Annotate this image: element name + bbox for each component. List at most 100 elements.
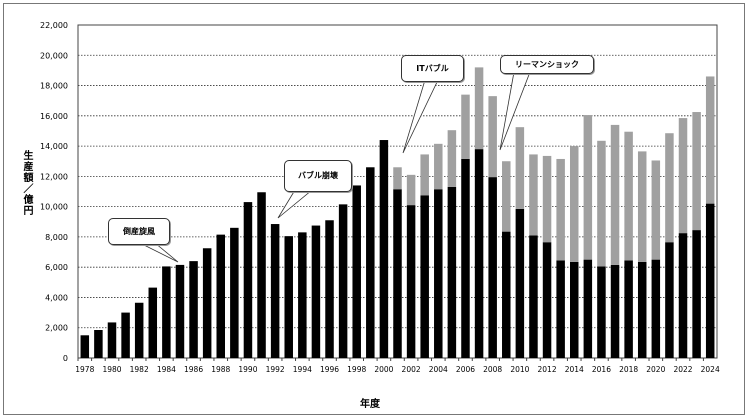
bar-black-2023 xyxy=(692,230,701,358)
bar-black-1988 xyxy=(216,234,226,358)
y-tick-label: 8,000 xyxy=(45,233,68,242)
bar-gray-2016 xyxy=(597,140,606,267)
x-tick-label: 1986 xyxy=(184,365,203,374)
bar-gray-2020 xyxy=(651,160,661,260)
x-tick-label: 1988 xyxy=(211,365,230,374)
bar-black-2017 xyxy=(610,264,620,358)
bar-black-1994 xyxy=(298,232,307,358)
bar-black-2004 xyxy=(434,189,443,358)
callout-pointer xyxy=(499,71,531,151)
y-tick-label: 0 xyxy=(63,354,68,363)
x-tick-label: 2014 xyxy=(565,365,584,374)
bar-black-2012 xyxy=(542,242,552,358)
bar-gray-2022 xyxy=(678,118,688,234)
bar-black-1980 xyxy=(107,322,117,358)
chart-frame xyxy=(3,3,745,415)
bar-black-2019 xyxy=(637,261,647,358)
bar-black-1978 xyxy=(80,335,90,358)
x-tick-label: 2002 xyxy=(402,365,421,374)
bar-black-2003 xyxy=(420,195,429,358)
y-tick-label: 22,000 xyxy=(40,21,68,30)
x-tick-label: 1992 xyxy=(266,365,285,374)
bar-gray-2014 xyxy=(569,146,579,262)
x-tick-label: 1994 xyxy=(293,365,312,374)
x-tick-label: 2022 xyxy=(673,365,692,374)
bar-gray-2004 xyxy=(434,143,443,190)
y-tick-label: 10,000 xyxy=(40,203,68,212)
callout-1992: バブル崩壊 xyxy=(284,160,352,192)
bar-gray-2007 xyxy=(474,67,484,150)
x-tick-label: 2008 xyxy=(483,365,502,374)
bar-black-2006 xyxy=(461,158,470,358)
bar-black-1997 xyxy=(338,204,348,358)
x-tick-label: 2012 xyxy=(538,365,557,374)
y-tick-label: 14,000 xyxy=(40,142,68,151)
x-tick-label: 2024 xyxy=(701,365,720,374)
y-tick-label: 18,000 xyxy=(40,82,68,91)
bar-gray-2024 xyxy=(705,76,715,204)
x-tick-label: 1998 xyxy=(347,365,366,374)
bar-black-2022 xyxy=(678,233,688,358)
bar-black-2002 xyxy=(406,205,416,358)
x-tick-label: 1984 xyxy=(157,365,176,374)
bar-black-1985 xyxy=(175,264,185,358)
y-tick-label: 12,000 xyxy=(40,172,68,181)
x-tick-label: 2004 xyxy=(429,365,448,374)
bar-black-1982 xyxy=(134,302,144,358)
bar-black-2008 xyxy=(488,177,497,358)
y-tick-label: 4,000 xyxy=(45,293,68,302)
bar-black-2014 xyxy=(569,261,579,358)
y-tick-label: 20,000 xyxy=(40,51,68,60)
bar-black-1986 xyxy=(189,261,198,358)
bar-gray-2006 xyxy=(461,94,470,159)
bar-black-1998 xyxy=(352,185,361,358)
bar-black-1987 xyxy=(202,248,212,358)
bar-gray-2021 xyxy=(665,133,674,243)
x-axis-label: 年度 xyxy=(360,399,380,410)
callout-pointer xyxy=(139,242,179,263)
x-tick-label: 2018 xyxy=(619,365,638,374)
x-tick-label: 1990 xyxy=(238,365,257,374)
bar-black-1981 xyxy=(121,312,130,358)
bar-black-1989 xyxy=(230,227,239,358)
bar-black-1993 xyxy=(284,236,293,358)
bar-gray-2005 xyxy=(447,130,457,187)
x-tick-label: 2010 xyxy=(510,365,529,374)
callout-1985: 倒産旋風 xyxy=(108,218,170,245)
x-tick-label: 1978 xyxy=(75,365,94,374)
bar-black-2015 xyxy=(583,259,593,358)
bar-gray-2011 xyxy=(529,154,538,236)
y-tick-label: 16,000 xyxy=(40,112,68,121)
y-tick-label: 6,000 xyxy=(45,263,68,272)
bar-black-1995 xyxy=(311,225,321,358)
bar-black-1996 xyxy=(325,220,334,358)
bar-gray-2019 xyxy=(637,151,647,262)
bar-gray-2009 xyxy=(502,161,511,232)
bar-black-2016 xyxy=(597,266,606,358)
callout-2001: ITバブル xyxy=(401,55,464,82)
callout-pointer xyxy=(402,79,439,154)
bar-black-1991 xyxy=(257,192,266,358)
bar-black-2021 xyxy=(665,242,674,358)
bar-gray-2003 xyxy=(420,154,429,196)
bar-gray-2002 xyxy=(406,174,416,206)
bar-black-2005 xyxy=(447,186,457,358)
callout-pointer xyxy=(277,189,314,219)
bar-gray-2012 xyxy=(542,155,552,243)
bar-gray-2013 xyxy=(556,158,565,261)
bar-black-1999 xyxy=(366,167,375,358)
x-tick-label: 2000 xyxy=(374,365,393,374)
x-tick-label: 2016 xyxy=(592,365,611,374)
x-tick-label: 1982 xyxy=(130,365,149,374)
x-tick-label: 1996 xyxy=(320,365,339,374)
bar-gray-2017 xyxy=(610,124,620,265)
bar-black-2020 xyxy=(651,259,661,358)
bar-black-2011 xyxy=(529,235,538,358)
bar-black-2007 xyxy=(474,149,484,358)
bar-black-1992 xyxy=(270,224,280,358)
y-axis-label: 生産額／億円 xyxy=(21,150,32,216)
bar-gray-2010 xyxy=(515,127,525,209)
bar-black-2018 xyxy=(624,260,633,358)
bar-black-2009 xyxy=(502,231,511,358)
bar-gray-2008 xyxy=(488,96,497,178)
